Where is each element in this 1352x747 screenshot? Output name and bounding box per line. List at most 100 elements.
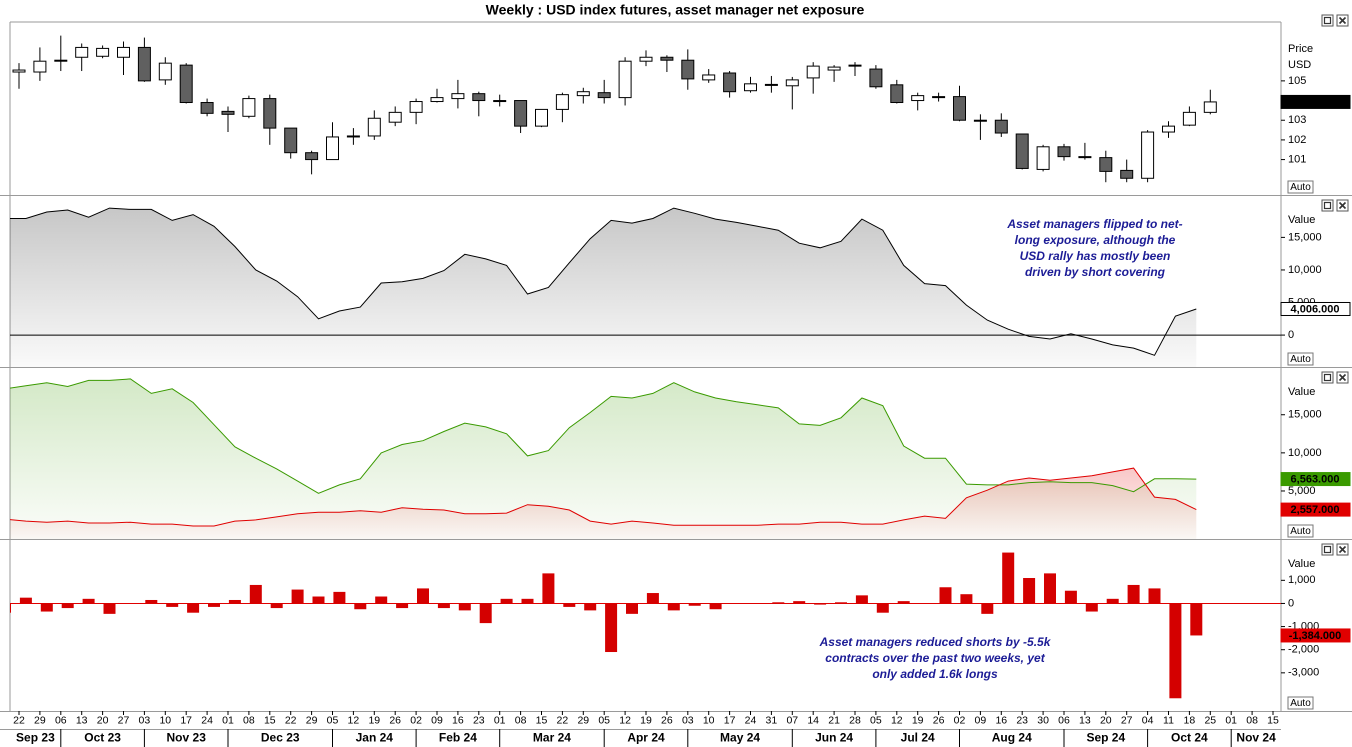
- x-tick-label: 14: [807, 714, 819, 726]
- x-tick-label: 03: [682, 714, 694, 726]
- y-tick-label: 5,000: [1288, 485, 1316, 497]
- axis-label: USD: [1288, 59, 1311, 71]
- bar: [249, 584, 262, 604]
- annotation: long exposure, although the: [1015, 233, 1176, 247]
- annotation: contracts over the past two weeks, yet: [825, 651, 1045, 665]
- scale-mode[interactable]: Auto: [1290, 698, 1311, 709]
- x-tick-label: 05: [598, 714, 610, 726]
- series-line: [10, 467, 1197, 527]
- x-tick-label: 15: [264, 714, 276, 726]
- scale-mode[interactable]: Auto: [1290, 354, 1311, 365]
- scale-box: [1287, 180, 1314, 194]
- candle-body: [1078, 156, 1092, 159]
- bar: [500, 598, 513, 604]
- x-tick-label: 01: [222, 714, 234, 726]
- x-tick-label: 08: [243, 714, 255, 726]
- last-value-label: 4,006.000: [1291, 303, 1340, 315]
- x-tick-label: 13: [76, 714, 88, 726]
- candle-body: [932, 96, 946, 99]
- candle-body: [1162, 125, 1175, 133]
- scale-mode[interactable]: Auto: [1290, 526, 1311, 537]
- y-tick-label: 15,000: [1288, 409, 1322, 421]
- axis-label: Price: [1288, 43, 1313, 55]
- bar: [584, 603, 597, 611]
- x-tick-label: 10: [703, 714, 715, 726]
- candle-body: [869, 68, 883, 88]
- x-tick-label: 05: [870, 714, 882, 726]
- candle-body: [137, 46, 151, 82]
- x-tick-label: 04: [1142, 714, 1154, 726]
- candle-body: [890, 84, 904, 104]
- candle-body: [96, 47, 110, 57]
- candle-body: [242, 98, 256, 117]
- x-tick-label: 22: [13, 714, 25, 726]
- last-value-label: 2,557.000: [1291, 504, 1340, 516]
- candle-body: [284, 127, 298, 154]
- bar: [396, 603, 409, 609]
- bar: [1169, 603, 1182, 699]
- candle-body: [451, 93, 465, 100]
- bar: [814, 603, 827, 605]
- bar: [166, 603, 179, 607]
- scale-mode[interactable]: Auto: [1290, 182, 1311, 193]
- x-tick-label: 01: [494, 714, 506, 726]
- restore-button[interactable]: [1321, 199, 1334, 212]
- x-tick-label: 20: [97, 714, 109, 726]
- bar: [563, 603, 576, 607]
- series-line: [10, 207, 1197, 356]
- candle-body: [221, 110, 235, 115]
- annotation: Asset managers flipped to net-: [1006, 217, 1182, 231]
- scale-box: [1287, 352, 1314, 366]
- close-icon: [1338, 16, 1347, 25]
- bar: [479, 603, 492, 624]
- candle-body: [1015, 133, 1029, 169]
- bar: [876, 603, 889, 613]
- x-tick-label: 01: [1225, 714, 1237, 726]
- close-icon: [1338, 201, 1347, 210]
- bar: [1127, 584, 1140, 604]
- close-icon: [1338, 373, 1347, 382]
- x-tick-label: 24: [201, 714, 213, 726]
- candle-body: [514, 100, 528, 127]
- y-tick-label: 105: [1288, 75, 1306, 87]
- x-tick-label: 16: [995, 714, 1007, 726]
- bar: [1106, 598, 1119, 604]
- bar: [270, 603, 283, 609]
- x-tick-label: 24: [745, 714, 757, 726]
- area-fill: [10, 378, 1197, 539]
- candle-body: [493, 100, 507, 103]
- candle-body: [367, 117, 381, 137]
- bar: [61, 603, 74, 609]
- candle-body: [1203, 101, 1217, 113]
- y-tick-label: 10,000: [1288, 264, 1322, 276]
- candle-body: [681, 59, 695, 80]
- y-tick-label: 0: [1288, 597, 1294, 609]
- candle-body: [1182, 111, 1196, 126]
- restore-button[interactable]: [1321, 371, 1334, 384]
- month-label: Aug 24: [992, 731, 1032, 745]
- bar: [458, 603, 471, 611]
- candle-body: [744, 83, 757, 92]
- x-tick-label: 03: [139, 714, 151, 726]
- last-value-box: [1280, 472, 1351, 487]
- x-tick-label: 27: [1121, 714, 1133, 726]
- bar: [1190, 603, 1203, 636]
- x-tick-label: 07: [786, 714, 798, 726]
- candle-body: [430, 97, 444, 103]
- month-label: May 24: [720, 731, 760, 745]
- bar: [82, 598, 95, 604]
- candle-body: [1036, 146, 1050, 170]
- bar: [1044, 573, 1056, 604]
- bar: [897, 601, 910, 604]
- restore-button[interactable]: [1321, 543, 1334, 556]
- restore-button[interactable]: [1321, 14, 1334, 27]
- close-icon: [1338, 545, 1347, 554]
- bar: [312, 596, 325, 604]
- x-tick-label: 19: [912, 714, 924, 726]
- annotation: driven by short covering: [1025, 265, 1166, 279]
- candle-body: [764, 83, 778, 86]
- x-tick-label: 27: [118, 714, 130, 726]
- candle-body: [388, 111, 402, 123]
- y-tick-label: -3,000: [1288, 667, 1319, 679]
